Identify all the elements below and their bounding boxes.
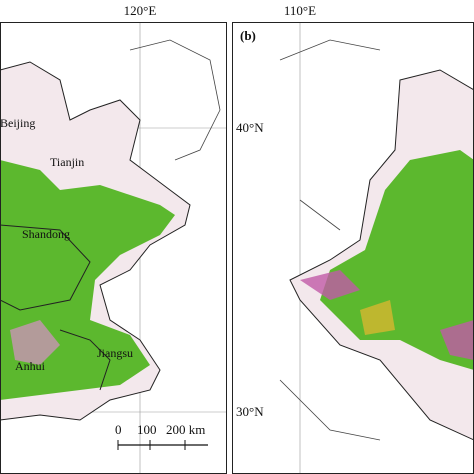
place-label: Anhui xyxy=(15,359,46,373)
coast xyxy=(129,39,221,161)
panel-label: (b) xyxy=(240,28,256,43)
place-label: Jiangsu xyxy=(97,346,133,360)
panel-b: 110°E (b) 40°N 30°N xyxy=(232,3,474,474)
place-label: Shandong xyxy=(22,227,70,241)
place-label: Tianjin xyxy=(50,155,84,169)
scale-label: 200 km xyxy=(166,422,205,437)
province-border xyxy=(59,329,111,391)
longitude-label: 110°E xyxy=(284,3,316,18)
cropland-change xyxy=(360,300,395,335)
scale-label: 0 xyxy=(115,422,122,437)
province-border xyxy=(0,224,91,311)
cropland xyxy=(320,150,474,370)
panel-a: Beijing Tianjin Shandong Anhui Jiangsu 0… xyxy=(0,0,227,474)
cropland-change xyxy=(10,320,60,365)
cropland-change xyxy=(440,320,474,360)
scale-bar: 0 100 200 km xyxy=(115,422,208,450)
place-label: Beijing xyxy=(0,116,35,130)
latitude-label: 40°N xyxy=(236,120,264,135)
boundary xyxy=(279,39,381,441)
longitude-label: 120°E xyxy=(124,3,157,18)
cropland-change xyxy=(300,270,360,300)
scale-label: 100 xyxy=(137,422,157,437)
latitude-label: 30°N xyxy=(236,404,264,419)
